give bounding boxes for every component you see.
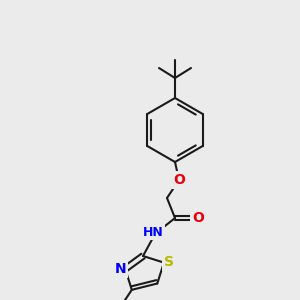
- Text: O: O: [192, 211, 204, 225]
- Text: HN: HN: [142, 226, 164, 238]
- Text: O: O: [173, 173, 185, 187]
- Text: N: N: [114, 262, 126, 276]
- Text: S: S: [164, 255, 174, 268]
